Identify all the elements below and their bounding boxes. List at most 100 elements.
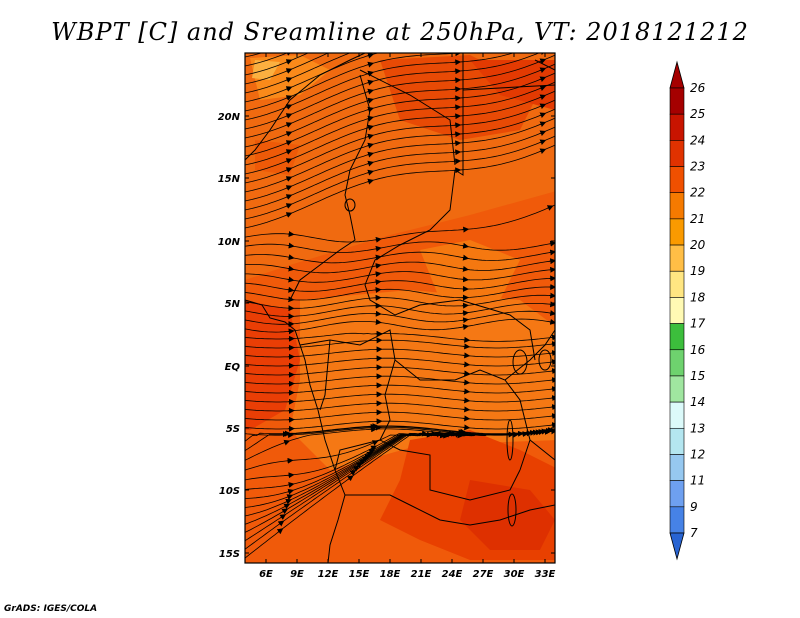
colorbar-label: 21 [690,212,705,226]
colorbar-label: 26 [690,81,706,95]
colorbar-label: 18 [690,290,706,304]
streamline-arrow [539,85,547,91]
lat-tick-label: 20N [218,112,241,123]
streamline-arrow [367,142,374,149]
streamline-arrow [276,528,284,535]
streamline-arrow [539,148,547,154]
streamline-arrow [462,265,470,272]
map-panel: 6E 9E 12E 15E 18E 21E 24E 27E 30E 33E 20N 15N 10N 5N E… [218,46,556,580]
colorbar-swatch [669,349,685,377]
colorbar-label: 15 [690,369,705,383]
streamline-arrow [539,139,547,145]
colorbar-label: 9 [690,500,698,514]
colorbar-bottom-arrow [669,532,685,561]
streamline-arrow [352,465,360,472]
streamline-arrow [367,88,374,95]
lat-tick-label: 5S [226,424,240,435]
colorbar-label: 20 [690,238,706,252]
streamline [245,135,555,220]
streamline-arrow [285,212,293,218]
streamline [245,126,555,211]
streamline-arrow [285,167,293,173]
lon-tick-label: 9E [290,569,304,580]
colorbar-swatch [669,427,685,455]
colorbar-swatch [669,192,685,220]
streamline [245,53,330,85]
streamline [245,430,555,559]
colorbar-label: 24 [690,133,705,147]
streamline-arrow [367,178,374,185]
streamline-arrow [539,121,547,127]
streamline [245,53,310,76]
lat-tick-label: 15S [219,549,240,560]
streamline [245,63,555,148]
streamline-arrow [285,185,293,191]
streamline-arrow [287,265,295,272]
lon-tick-label: 33E [535,569,556,580]
streamline-arrow [539,130,547,136]
streamline-arrow [462,324,470,330]
streamline-arrow [347,475,354,482]
colorbar-swatch [669,480,685,508]
colorbar-label: 25 [690,107,705,121]
lon-tick-label: 24E [442,569,463,580]
streamline-arrow [367,97,374,104]
streamline-arrow [285,158,293,164]
streamline [245,108,555,193]
streamline-arrow [287,286,295,293]
streamline-arrow [367,79,374,86]
streamline [245,53,263,58]
streamline-arrow [285,68,293,74]
colorbar-swatch [669,454,685,481]
lon-tick-label: 15E [349,569,370,580]
colorbar-swatch [669,270,685,298]
chart-title: WBPT [C] and Sreamline at 250hPa, VT: 20… [51,18,749,46]
streamline-arrow [462,254,470,261]
lat-tick-label: 15N [218,174,241,185]
colorbar-swatch [669,140,685,167]
streamline-arrow [285,113,293,119]
streamline-arrow [367,133,374,140]
streamline-arrow [374,254,382,261]
streamline-arrow [285,149,293,155]
streamline [245,90,555,175]
streamline-arrow [285,176,293,182]
colorbar-label: 11 [690,474,705,488]
streamline-arrow [539,67,547,73]
streamline-arrow [462,242,470,249]
colorbar-label: 14 [690,395,705,409]
streamline-arrow [287,481,295,488]
colorbar-label: 12 [690,447,705,461]
lat-tick-label: 5N [225,299,241,310]
streamline-arrow [367,46,371,47]
streamline-arrow [285,203,293,209]
streamline-arrow [287,242,295,249]
colorbar-label: 13 [690,421,705,435]
streamline-arrow [549,240,555,247]
streamline-arrow [285,86,293,92]
streamline-arrow [374,279,382,286]
streamline-arrow [374,263,382,269]
streamline-arrow [279,514,287,520]
streamline-arrow [367,169,374,176]
streamline-arrow [285,194,293,200]
lat-tick-label: 10N [218,237,241,248]
colorbar-label: 22 [690,186,705,200]
lat-tick-label: EQ [225,362,241,373]
colorbar-swatch [669,166,685,194]
colorbar-top-arrow [669,60,685,89]
colorbar-swatch [669,375,685,403]
colorbar-label: 23 [690,160,705,174]
streamline-arrow [374,245,382,252]
colorbar: 26 25 24 23 22 21 20 19 18 17 16 15 14 13 12 11 9 7 [669,60,706,561]
streamline [245,81,555,166]
lat-tick-label: 10S [219,486,240,497]
lon-tick-label: 18E [380,569,401,580]
streamline-arrow [374,271,382,278]
streamline-arrow [287,488,295,495]
colorbar-swatch [669,401,685,429]
streamline-arrow [349,469,357,476]
lon-tick-label: 21E [411,569,432,580]
streamline-arrow [367,61,374,68]
streamline [245,53,540,130]
